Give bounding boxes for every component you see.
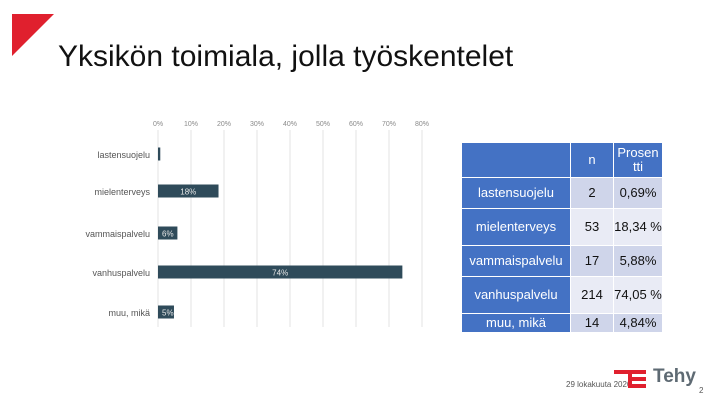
slide-title: Yksikön toimiala, jolla työskentelet <box>58 40 514 73</box>
corner-logo-mark <box>12 14 54 56</box>
table-row-label: mielenterveys <box>462 209 571 246</box>
bar <box>158 226 178 240</box>
logo-text: Tehy <box>653 366 696 387</box>
table-row: mielenterveys 53 18,34 % <box>462 209 663 246</box>
table-row-label: muu, mikä <box>462 314 571 333</box>
x-tick-label: 10% <box>184 121 198 128</box>
table-cell-n: 53 <box>571 209 614 246</box>
tehy-logo-icon <box>614 370 646 388</box>
table-row-label: lastensuojelu <box>462 178 571 209</box>
table-cell-n: 17 <box>571 246 614 277</box>
data-label: 18% <box>180 188 196 197</box>
x-tick-label: 40% <box>283 121 297 128</box>
table-row: muu, mikä 14 4,84% <box>462 314 663 333</box>
x-tick-label: 30% <box>250 121 264 128</box>
category-label: muu, mikä <box>108 308 150 318</box>
category-label: lastensuojelu <box>97 150 150 160</box>
x-tick-label: 80% <box>415 121 429 128</box>
table-header-n: n <box>571 143 614 178</box>
table-row: vammaispalvelu 17 5,88% <box>462 246 663 277</box>
table-cell-percent: 4,84% <box>614 314 663 333</box>
table-header-percent: Prosen tti <box>614 143 663 178</box>
x-tick-label: 70% <box>382 121 396 128</box>
x-tick-label: 0% <box>153 121 163 128</box>
table-cell-percent: 74,05 % <box>614 277 663 314</box>
table-header-blank <box>462 143 571 178</box>
data-label: 6% <box>162 230 174 239</box>
bar <box>158 184 219 198</box>
table-cell-n: 14 <box>571 314 614 333</box>
page-number: 2 <box>699 386 704 395</box>
category-label: mielenterveys <box>94 187 150 197</box>
x-tick-label: 60% <box>349 121 363 128</box>
bar <box>158 265 403 279</box>
data-label: 5% <box>162 309 174 318</box>
x-tick-label: 20% <box>217 121 231 128</box>
table-row-label: vanhuspalvelu <box>462 277 571 314</box>
data-label: 74% <box>272 269 288 278</box>
footer-date: 29 lokakuuta 2020 <box>566 380 632 389</box>
table-cell-percent: 18,34 % <box>614 209 663 246</box>
table-cell-n: 2 <box>571 178 614 209</box>
table-cell-percent: 5,88% <box>614 246 663 277</box>
table-row: vanhuspalvelu 214 74,05 % <box>462 277 663 314</box>
table-row: lastensuojelu 2 0,69% <box>462 178 663 209</box>
x-tick-label: 50% <box>316 121 330 128</box>
category-label: vanhuspalvelu <box>92 268 150 278</box>
table-row-label: vammaispalvelu <box>462 246 571 277</box>
table-cell-percent: 0,69% <box>614 178 663 209</box>
bar <box>158 305 174 319</box>
data-table: n Prosen tti lastensuojelu 2 0,69% miele… <box>462 143 663 333</box>
table-cell-n: 214 <box>571 277 614 314</box>
category-label: vammaispalvelu <box>85 229 150 239</box>
bar-chart: 0% 10% 20% 30% 40% 50% 60% 70% 80% lastensuojelu m… <box>85 121 429 327</box>
bar <box>158 147 161 161</box>
